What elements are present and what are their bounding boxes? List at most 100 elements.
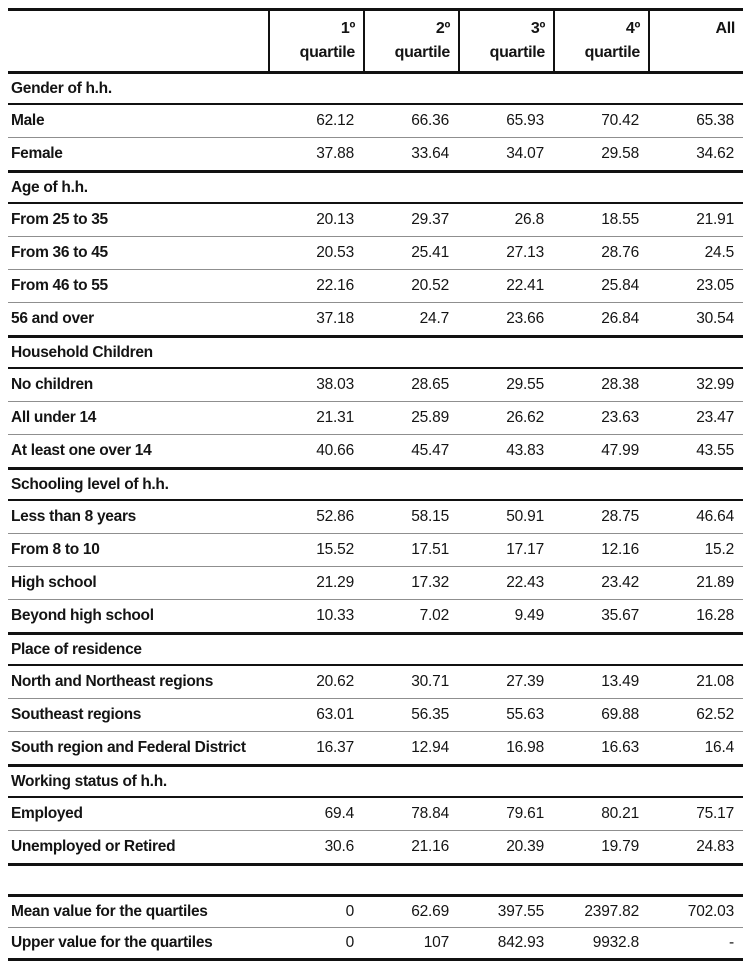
cell-value: 28.76 (601, 244, 639, 261)
table-row: Female 37.88 33.64 34.07 29.58 34.62 (8, 137, 743, 170)
section-title: Age of h.h. (8, 173, 743, 204)
header-q3-word: quartile (489, 44, 546, 61)
table-header-row: 1º quartile 2º quartile 3º quartile 4º q… (8, 8, 743, 74)
cell-value: 28.75 (601, 508, 639, 525)
cell-value: 21.08 (696, 673, 734, 690)
cell-value: 43.55 (696, 442, 734, 459)
table-row: At least one over 14 40.66 45.47 43.83 47.99… (8, 434, 743, 467)
cell-value: 24.83 (696, 838, 734, 855)
table-row: Beyond high school 10.33 7.02 9.49 35.67 16.2… (8, 599, 743, 632)
cell-value: 16.63 (601, 739, 639, 756)
row-label: From 25 to 35 (11, 211, 108, 228)
cell-value: 28.65 (411, 376, 449, 393)
header-q4-ordinal: 4º (625, 20, 640, 37)
cell-value: 26.84 (601, 310, 639, 327)
cell-value: 19.79 (601, 838, 639, 855)
cell-value: 20.13 (316, 211, 354, 228)
table-row: From 36 to 45 20.53 25.41 27.13 28.76 24.5 (8, 236, 743, 269)
cell-value: 21.91 (696, 211, 734, 228)
cell-value: 16.28 (696, 607, 734, 624)
row-label: South region and Federal District (11, 739, 246, 756)
cell-value: 20.52 (411, 277, 449, 294)
cell-value: 20.53 (316, 244, 354, 261)
section-title: Place of residence (8, 635, 743, 666)
cell-value: 9.49 (514, 607, 545, 624)
cell-value: 12.16 (601, 541, 639, 558)
cell-value: 21.31 (316, 409, 354, 426)
cell-value: 34.62 (696, 145, 734, 162)
summary-row: Upper value for the quartiles 0 107 842.93 9… (8, 927, 743, 958)
header-cell-quartile-3: 3º quartile (458, 11, 553, 71)
cell-value: 25.89 (411, 409, 449, 426)
cell-value: 13.49 (601, 673, 639, 690)
cell-value: - (729, 934, 734, 951)
cell-value: 2397.82 (584, 903, 639, 920)
section-working-status-of-h-h: Working status of h.h. Employed 69.4 78.84 7… (8, 767, 743, 866)
table-row: Southeast regions 63.01 56.35 55.63 69.88 62.… (8, 698, 743, 731)
cell-value: 47.99 (601, 442, 639, 459)
section-age-of-h-h: Age of h.h. From 25 to 35 20.13 29.37 26.8 18… (8, 173, 743, 338)
cell-value: 30.71 (411, 673, 449, 690)
row-label: Male (11, 112, 45, 129)
table-row: All under 14 21.31 25.89 26.62 23.63 23.47 (8, 401, 743, 434)
table-row: South region and Federal District 16.37 12… (8, 731, 743, 764)
cell-value: 23.42 (601, 574, 639, 591)
cell-value: 17.51 (411, 541, 449, 558)
row-label: North and Northeast regions (11, 673, 214, 690)
table-row: Male 62.12 66.36 65.93 70.42 65.38 (8, 105, 743, 137)
cell-value: 62.52 (696, 706, 734, 723)
cell-value: 107 (423, 934, 449, 951)
cell-value: 7.02 (419, 607, 450, 624)
section-title: Household Children (8, 338, 743, 369)
cell-value: 69.88 (601, 706, 639, 723)
row-label: At least one over 14 (11, 442, 152, 459)
cell-value: 25.41 (411, 244, 449, 261)
quartile-table: 1º quartile 2º quartile 3º quartile 4º q… (8, 8, 743, 961)
cell-value: 26.8 (514, 211, 545, 228)
cell-value: 66.36 (411, 112, 449, 129)
cell-value: 15.52 (316, 541, 354, 558)
cell-value: 12.94 (411, 739, 449, 756)
cell-value: 397.55 (497, 903, 544, 920)
cell-value: 0 (345, 934, 355, 951)
cell-value: 43.83 (506, 442, 544, 459)
cell-value: 70.42 (601, 112, 639, 129)
table-row: Employed 69.4 78.84 79.61 80.21 75.17 (8, 798, 743, 830)
cell-value: 28.38 (601, 376, 639, 393)
header-q3-ordinal: 3º (530, 20, 545, 37)
cell-value: 79.61 (506, 805, 544, 822)
cell-value: 45.47 (411, 442, 449, 459)
row-label: Employed (11, 805, 83, 822)
header-q2-word: quartile (394, 44, 451, 61)
cell-value: 16.4 (704, 739, 735, 756)
table-gap (8, 866, 743, 894)
cell-value: 21.29 (316, 574, 354, 591)
table-row: From 46 to 55 22.16 20.52 22.41 25.84 23.05 (8, 269, 743, 302)
cell-value: 17.32 (411, 574, 449, 591)
table-row: 56 and over 37.18 24.7 23.66 26.84 30.54 (8, 302, 743, 335)
cell-value: 24.5 (704, 244, 735, 261)
cell-value: 80.21 (601, 805, 639, 822)
cell-value: 16.98 (506, 739, 544, 756)
cell-value: 50.91 (506, 508, 544, 525)
header-q2-ordinal: 2º (435, 20, 450, 37)
table-row: High school 21.29 17.32 22.43 23.42 21.89 (8, 566, 743, 599)
cell-value: 23.66 (506, 310, 544, 327)
row-label: All under 14 (11, 409, 97, 426)
cell-value: 20.62 (316, 673, 354, 690)
cell-value: 29.37 (411, 211, 449, 228)
table-row: From 25 to 35 20.13 29.37 26.8 18.55 21.91 (8, 204, 743, 236)
header-cell-empty (8, 11, 268, 71)
cell-value: 27.39 (506, 673, 544, 690)
row-label: Less than 8 years (11, 508, 137, 525)
row-label: 56 and over (11, 310, 94, 327)
row-label: From 8 to 10 (11, 541, 100, 558)
table-row: From 8 to 10 15.52 17.51 17.17 12.16 15.2 (8, 533, 743, 566)
header-cell-quartile-1: 1º quartile (268, 11, 363, 71)
cell-value: 22.43 (506, 574, 544, 591)
cell-value: 21.89 (696, 574, 734, 591)
cell-value: 16.37 (316, 739, 354, 756)
row-label: High school (11, 574, 97, 591)
cell-value: 22.16 (316, 277, 354, 294)
